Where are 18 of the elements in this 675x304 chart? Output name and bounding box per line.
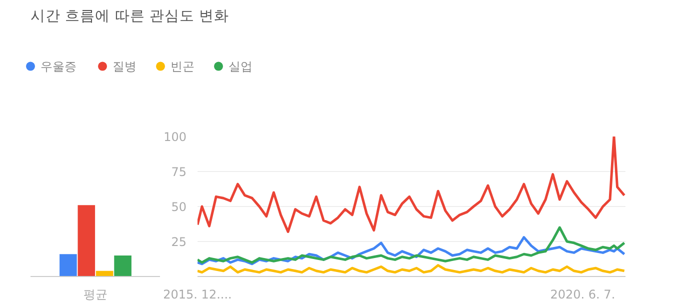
legend-label: 실업 [228, 59, 252, 74]
legend-label: 빈곤 [170, 59, 194, 74]
legend-label: 우울증 [40, 59, 76, 74]
line-series [198, 226, 626, 264]
x-tick-label: 2015. 12.... [163, 288, 232, 302]
x-tick-label: 평균 [84, 288, 108, 302]
bar [78, 205, 96, 276]
y-tick-label: 75 [171, 165, 187, 179]
x-tick-label: 2020. 6. 7. [550, 288, 616, 302]
line-series [198, 264, 626, 274]
legend-label: 질병 [112, 59, 136, 74]
line-series [198, 136, 626, 233]
y-tick-label: 50 [171, 200, 187, 214]
y-tick-label: 100 [164, 130, 186, 144]
bar [114, 256, 132, 276]
bar [60, 254, 77, 276]
chart-title: 시간 흐름에 따른 관심도 변화 [30, 8, 230, 24]
y-tick-label: 25 [171, 235, 187, 249]
